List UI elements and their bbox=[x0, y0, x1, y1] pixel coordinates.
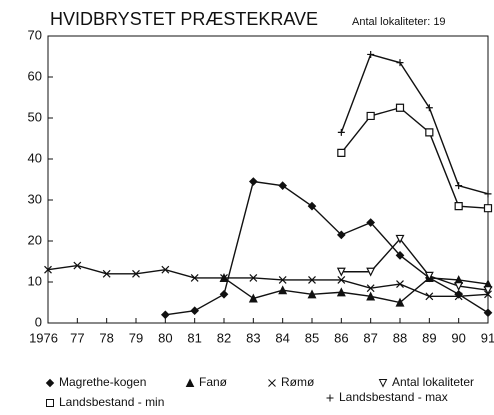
x-tick-label: 79 bbox=[129, 330, 143, 345]
x-tick-label: 84 bbox=[275, 330, 289, 345]
data-point bbox=[396, 59, 404, 67]
data-point bbox=[102, 269, 111, 278]
x-tick-label: 91 bbox=[481, 330, 494, 345]
data-point bbox=[454, 202, 463, 211]
legend-marker bbox=[378, 379, 388, 388]
data-point bbox=[483, 204, 493, 213]
data-point bbox=[278, 276, 287, 284]
data-point bbox=[483, 286, 493, 296]
legend-marker bbox=[45, 378, 55, 388]
data-point bbox=[308, 276, 316, 284]
x-tick-label: 1976 bbox=[29, 330, 58, 345]
data-point bbox=[366, 111, 375, 121]
series-line bbox=[165, 180, 489, 316]
data-point bbox=[248, 177, 258, 186]
data-point bbox=[219, 289, 229, 299]
legend-label: Rømø bbox=[281, 375, 315, 389]
data-point bbox=[248, 293, 258, 303]
data-point bbox=[425, 128, 434, 137]
x-tick-label: 85 bbox=[305, 330, 319, 345]
data-point bbox=[73, 261, 82, 270]
legend-marker bbox=[185, 378, 195, 387]
data-point bbox=[44, 265, 52, 274]
x-tick-label: 77 bbox=[70, 330, 84, 345]
data-point bbox=[454, 282, 464, 291]
y-tick-label: 50 bbox=[28, 109, 42, 124]
y-tick-label: 20 bbox=[28, 232, 42, 247]
data-point bbox=[337, 148, 346, 157]
data-point bbox=[425, 292, 434, 301]
data-point bbox=[220, 273, 228, 282]
legend-marker bbox=[268, 379, 276, 387]
data-point bbox=[337, 128, 345, 136]
data-point bbox=[366, 284, 375, 293]
data-point bbox=[307, 289, 317, 299]
legend-marker bbox=[46, 399, 54, 407]
x-tick-label: 81 bbox=[187, 330, 201, 345]
y-tick-label: 0 bbox=[35, 314, 42, 329]
data-point bbox=[366, 218, 376, 227]
data-point bbox=[395, 297, 405, 307]
data-point bbox=[366, 291, 376, 301]
series-line bbox=[341, 237, 489, 291]
data-point bbox=[249, 273, 258, 282]
data-point bbox=[484, 190, 492, 198]
data-point bbox=[454, 292, 463, 301]
data-point bbox=[366, 267, 376, 277]
x-tick-label: 80 bbox=[158, 330, 172, 345]
series-line bbox=[47, 264, 489, 298]
data-point bbox=[483, 308, 493, 318]
x-tick-label: 88 bbox=[393, 330, 407, 345]
series-line bbox=[340, 106, 489, 209]
series-line bbox=[340, 53, 489, 195]
x-tick-label: 89 bbox=[422, 330, 436, 345]
plot-frame bbox=[47, 35, 489, 324]
x-tick-label: 86 bbox=[334, 330, 348, 345]
data-point bbox=[424, 271, 434, 281]
data-point bbox=[132, 269, 140, 278]
data-point bbox=[160, 310, 170, 320]
data-point bbox=[455, 182, 463, 190]
data-point bbox=[395, 234, 405, 244]
data-point bbox=[190, 306, 200, 316]
y-tick-label: 70 bbox=[28, 27, 42, 42]
y-tick-label: 10 bbox=[28, 273, 42, 288]
x-tick-label: 83 bbox=[246, 330, 260, 345]
x-tick-label: 82 bbox=[217, 330, 231, 345]
x-tick-label: 87 bbox=[363, 330, 377, 345]
x-tick-label: 90 bbox=[451, 330, 465, 345]
y-tick-label: 60 bbox=[28, 68, 42, 83]
data-point bbox=[396, 280, 404, 288]
legend-label: Magrethe-kogen bbox=[59, 375, 146, 389]
data-point bbox=[367, 50, 375, 58]
data-point bbox=[336, 230, 346, 240]
data-point bbox=[395, 251, 405, 260]
chart-title: HVIDBRYSTET PRÆSTEKRAVE bbox=[50, 9, 318, 29]
data-point bbox=[278, 285, 288, 295]
data-point bbox=[336, 267, 346, 277]
legend-label: Antal lokaliteter bbox=[392, 375, 474, 389]
legend-marker bbox=[326, 394, 334, 402]
annotation: Antal lokaliteter: 19 bbox=[352, 16, 446, 28]
data-point bbox=[307, 201, 317, 211]
y-tick-label: 30 bbox=[28, 191, 42, 206]
data-point bbox=[395, 103, 405, 112]
data-point bbox=[278, 181, 288, 190]
legend-label: Landsbestand - min bbox=[59, 395, 164, 409]
legend-label: Landsbestand - max bbox=[339, 390, 448, 404]
y-tick-label: 40 bbox=[28, 150, 42, 165]
data-point bbox=[161, 265, 170, 274]
legend-label: Fanø bbox=[199, 375, 228, 389]
data-point bbox=[190, 273, 199, 282]
data-point bbox=[337, 276, 346, 284]
x-tick-label: 78 bbox=[99, 330, 113, 345]
data-point bbox=[336, 287, 346, 297]
data-point bbox=[425, 104, 433, 112]
series-line bbox=[223, 277, 489, 304]
